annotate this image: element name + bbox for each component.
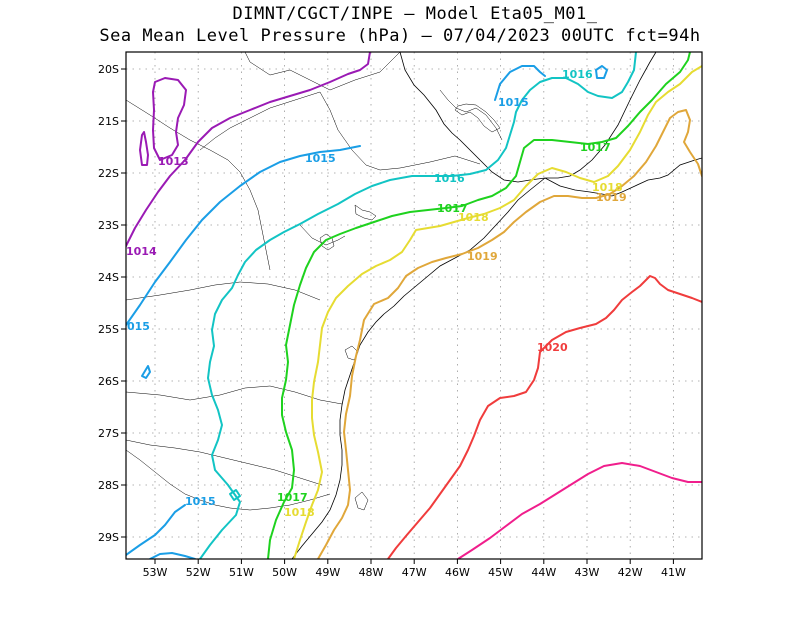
lat-tick-label: 20S (98, 63, 119, 76)
lon-tick-label: 46W (445, 566, 470, 579)
contour-label: 015 (127, 320, 150, 333)
contour-label: 1020 (537, 341, 568, 354)
contour-label: 1017 (580, 141, 611, 154)
isobar-1013-left (139, 131, 149, 166)
contour-label: 1019 (596, 191, 627, 204)
contour-label: 1015 (185, 495, 216, 508)
chart-subtitle: Sea Mean Level Pressure (hPa) – 07/04/20… (99, 26, 701, 46)
lat-tick-label: 21S (98, 115, 119, 128)
contour-label: 1015 (305, 152, 336, 165)
chart-title: DIMNT/CGCT/INPE – Model Eta05_M01_ (232, 4, 598, 24)
state-borders (126, 52, 503, 511)
isobar-1016-small (229, 489, 241, 501)
lon-tick-label: 52W (186, 566, 211, 579)
contour-label: 1019 (467, 250, 498, 263)
lat-tick-label: 27S (98, 427, 119, 440)
isobar-1021 (457, 462, 702, 559)
lon-tick-label: 41W (661, 566, 686, 579)
isobar-1014 (126, 52, 371, 247)
isobar-1015-bottom (149, 552, 196, 559)
lon-tick-label: 45W (488, 566, 513, 579)
contour-label: 1015 (498, 96, 529, 109)
lat-tick-label: 24S (98, 271, 119, 284)
contour-label: 1014 (126, 245, 157, 258)
isobar-1015-main (126, 145, 361, 326)
contour-label: 1016 (562, 68, 593, 81)
lat-tick-label: 26S (98, 375, 119, 388)
lat-tick-label: 22S (98, 167, 119, 180)
isobar-1013 (152, 77, 187, 161)
contour-label: 1017 (277, 491, 308, 504)
isobar-1015-ne (494, 65, 546, 101)
contour-label: 1018 (458, 211, 489, 224)
lon-tick-label: 43W (575, 566, 600, 579)
lat-tick-label: 29S (98, 531, 119, 544)
lon-tick-label: 50W (272, 566, 297, 579)
contour-label: 1018 (592, 181, 623, 194)
lagoon-outline (319, 103, 501, 511)
lon-tick-label: 49W (315, 566, 340, 579)
contour-label: 1017 (437, 202, 468, 215)
coastline (291, 52, 702, 559)
isobar-1020 (387, 275, 702, 559)
contour-label: 1016 (434, 172, 465, 185)
lon-tick-label: 51W (229, 566, 254, 579)
lon-tick-label: 42W (618, 566, 643, 579)
lon-tick-label: 47W (402, 566, 427, 579)
isobar-1015-small (595, 65, 608, 79)
lon-tick-label: 53W (143, 566, 168, 579)
axis-ticks: 20S 21S 22S 23S 24S 25S 26S 27S 28S 29S 53W 52W 51W 5… (98, 63, 686, 579)
isobar-1015-west (141, 365, 151, 379)
contour-label: 1018 (284, 506, 315, 519)
isobar-1015-south (126, 504, 186, 556)
lat-tick-label: 28S (98, 479, 119, 492)
map-gridlines (126, 52, 702, 559)
isobar-1018 (293, 65, 702, 559)
lat-tick-label: 25S (98, 323, 119, 336)
isobar-1017 (267, 52, 691, 559)
lon-tick-label: 48W (359, 566, 384, 579)
lon-tick-label: 44W (531, 566, 556, 579)
contour-labels: 1013 1014 1015 1015 015 1015 1016 1016 1… (126, 68, 627, 519)
isobar-1019 (317, 109, 702, 559)
isobar-1016 (199, 52, 637, 559)
contour-label: 1013 (158, 155, 189, 168)
lat-tick-label: 23S (98, 219, 119, 232)
